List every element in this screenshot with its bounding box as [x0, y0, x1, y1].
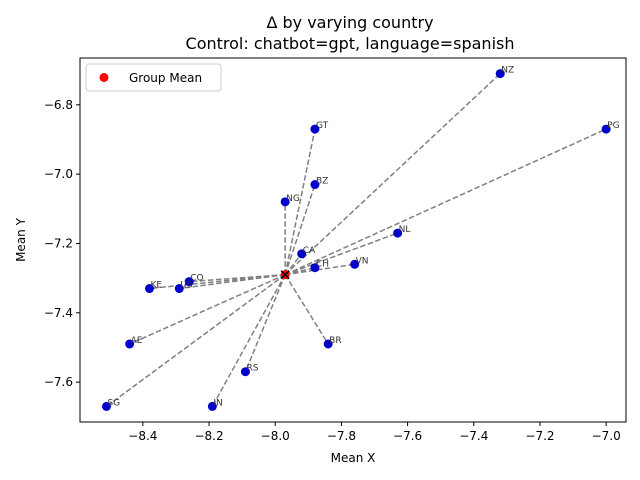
point-label-ca: CA — [303, 246, 316, 256]
x-tick-label: −7.0 — [592, 429, 621, 443]
point-label-co: CO — [190, 274, 203, 284]
legend: Group Mean — [85, 63, 222, 92]
point-label-nl: NL — [399, 225, 411, 235]
y-tick-label: −7.0 — [44, 167, 73, 181]
data-point-gt — [310, 124, 320, 134]
x-tick-label: −7.8 — [327, 429, 356, 443]
y-tick-label: −6.8 — [44, 98, 73, 112]
connector-line-ke — [149, 273, 286, 290]
point-label-in: IN — [213, 398, 222, 408]
data-point-ca — [297, 249, 307, 259]
data-point-rs — [240, 367, 250, 377]
data-point-nl — [393, 228, 403, 238]
point-label-us: US — [180, 281, 193, 291]
connector-line-sg — [106, 274, 286, 408]
plot-frame — [79, 57, 627, 423]
y-tick-label: −7.4 — [44, 306, 73, 320]
connector-line-gt — [284, 128, 316, 275]
point-label-ae: AE — [131, 336, 143, 346]
x-tick-label: −8.2 — [194, 429, 223, 443]
data-point-in — [207, 401, 217, 411]
data-point-co — [184, 277, 194, 287]
data-point-ae — [125, 339, 135, 349]
connector-lines — [106, 73, 607, 408]
data-point-ch — [310, 263, 320, 273]
group-mean-cross-b — [280, 270, 290, 280]
y-axis-label: Mean Y — [14, 217, 28, 262]
point-label-ch: CH — [316, 260, 329, 270]
point-label-gt: GT — [316, 121, 329, 131]
y-axis: −7.6 −7.4 −7.2 −7.0 −6.8 — [44, 98, 80, 389]
point-label-rs: RS — [246, 364, 258, 374]
legend-box — [85, 63, 222, 92]
data-point-pg — [601, 124, 611, 134]
x-tick-label: −7.6 — [393, 429, 422, 443]
connector-line-br — [284, 274, 329, 345]
connector-line-vn — [285, 263, 355, 276]
x-axis: −8.4 −8.2 −8.0 −7.8 −7.6 −7.4 −7.2 −7.0 — [128, 422, 621, 443]
point-label-sg: SG — [107, 398, 120, 408]
point-label-pg: PG — [607, 121, 619, 131]
connector-line-rs — [244, 274, 286, 373]
data-point-us — [174, 284, 184, 294]
x-tick-label: −7.2 — [525, 429, 554, 443]
y-tick-label: −7.6 — [44, 375, 73, 389]
point-label-br: BR — [329, 336, 341, 346]
connector-line-pg — [284, 128, 607, 276]
point-label-ng: NG — [286, 194, 300, 204]
data-point-bz — [310, 180, 320, 190]
data-point-ng — [280, 197, 290, 207]
group-mean-layer — [280, 270, 290, 280]
data-point-vn — [350, 259, 360, 269]
point-label-ke: KE — [150, 281, 162, 291]
point-label-nz: NZ — [501, 66, 514, 76]
connector-line-ae — [129, 273, 286, 345]
y-tick-label: −7.2 — [44, 236, 73, 250]
data-point-sg — [101, 401, 111, 411]
data-point-br — [323, 339, 333, 349]
chart-subtitle: Control: chatbot=gpt, language=spanish — [186, 34, 515, 53]
legend-marker-group-mean — [99, 73, 109, 82]
point-label-vn: VN — [356, 256, 369, 266]
connector-line-nl — [284, 232, 398, 276]
data-point-nz — [495, 69, 505, 79]
point-label-bz: BZ — [316, 177, 328, 187]
x-tick-label: −8.4 — [128, 429, 157, 443]
chart-title: Δ by varying country — [266, 13, 433, 32]
x-axis-label: Mean X — [331, 451, 376, 465]
x-tick-label: −7.4 — [459, 429, 488, 443]
legend-label-group-mean: Group Mean — [129, 71, 202, 85]
connector-line-in — [211, 274, 286, 407]
data-points — [101, 69, 611, 411]
x-tick-label: −8.0 — [261, 429, 290, 443]
connector-line-nz — [284, 73, 501, 276]
data-point-ke — [144, 284, 154, 294]
